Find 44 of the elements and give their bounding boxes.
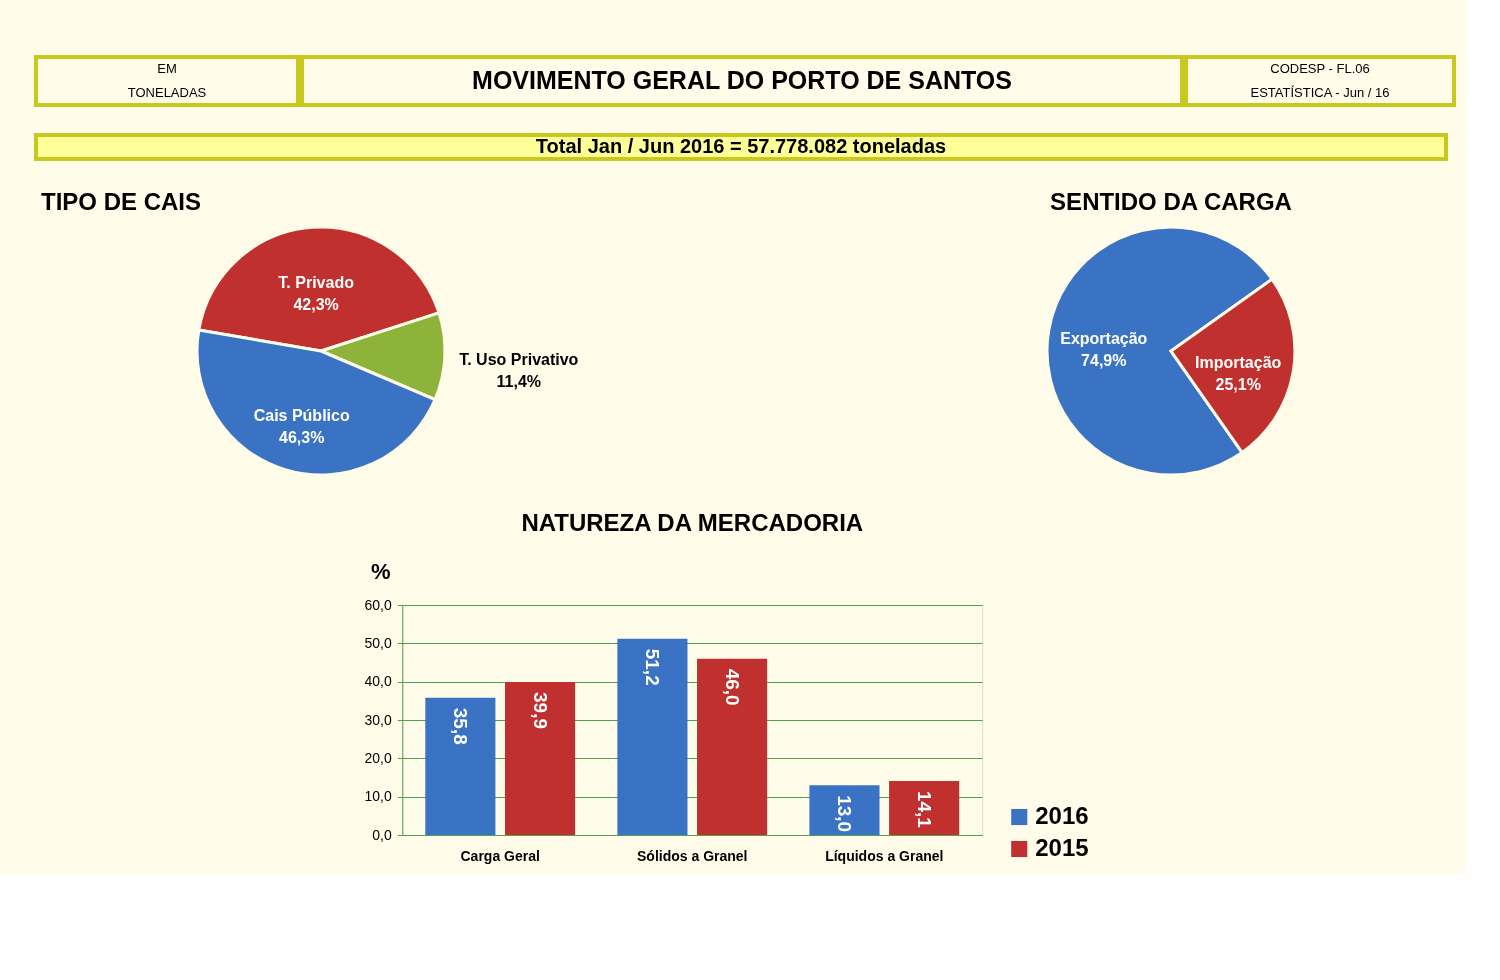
legend-label: 2015 [1035, 834, 1089, 861]
slice-label: Cais Público [253, 407, 350, 425]
slice-label: T. Uso Privativo [459, 350, 579, 368]
text: Total Jan / Jun 2016 = 57.778.082 toneladas [535, 135, 947, 157]
data-label: 42,3% [293, 295, 339, 313]
y-tick-label: 60,0 [364, 596, 392, 613]
data-label: 39,9 [530, 692, 552, 730]
data-label: 46,3% [279, 429, 325, 447]
data-label: 13,0 [834, 795, 856, 833]
legend-label: 2016 [1035, 802, 1089, 829]
text: CODESP - FL.06 [1270, 61, 1370, 76]
data-label: 74,9% [1081, 352, 1127, 370]
chart-title: TIPO DE CAIS [41, 188, 202, 215]
bar [504, 682, 576, 835]
text: TONELADAS [127, 85, 207, 100]
slice-label: T. Privado [278, 273, 355, 291]
data-label: 14,1 [914, 790, 936, 829]
text: MOVIMENTO GERAL DO PORTO DE SANTOS [472, 66, 1012, 94]
y-tick-label: 50,0 [364, 634, 392, 651]
data-label: 35,8 [450, 707, 472, 745]
y-tick-label: 10,0 [364, 788, 392, 805]
y-tick-label: 30,0 [364, 711, 392, 728]
y-axis-title: % [370, 558, 391, 584]
bar [697, 658, 768, 835]
bar [425, 697, 496, 835]
bar [809, 785, 880, 835]
y-tick-label: 0,0 [372, 826, 392, 843]
chart-title: SENTIDO DA CARGA [1050, 188, 1292, 215]
slice-label: Importação [1195, 353, 1282, 371]
bar [617, 638, 688, 835]
text: EM [157, 61, 177, 76]
data-label: 11,4% [496, 372, 542, 390]
bar [889, 780, 960, 835]
text: ESTATÍSTICA - Jun / 16 [1250, 85, 1390, 100]
data-label: 51,2 [642, 648, 664, 686]
y-tick-label: 20,0 [364, 749, 392, 766]
x-tick-label: Líquidos a Granel [825, 847, 944, 864]
x-tick-label: Sólidos a Granel [637, 847, 748, 864]
x-tick-label: Carga Geral [460, 847, 540, 864]
chart-title: NATUREZA DA MERCADORIA [521, 509, 864, 536]
data-label: 25,1% [1215, 375, 1261, 393]
data-label: 46,0 [722, 668, 744, 706]
slice-label: Exportação [1060, 330, 1148, 348]
y-tick-label: 40,0 [364, 673, 392, 690]
